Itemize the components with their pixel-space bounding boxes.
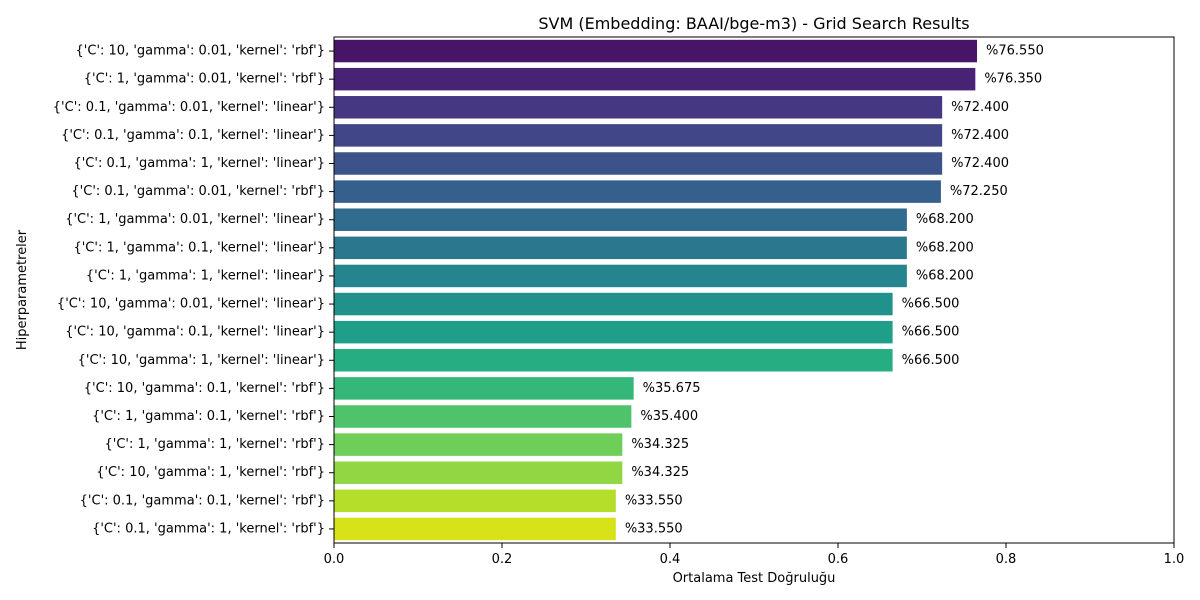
x-tick-label: 1.0 xyxy=(1164,552,1185,567)
bar xyxy=(334,39,978,63)
y-tick-label: {'C': 10, 'gamma': 0.01, 'kernel': 'line… xyxy=(57,297,325,312)
y-tick-label: {'C': 1, 'gamma': 0.1, 'kernel': 'rbf'} xyxy=(92,409,325,424)
y-tick-label: {'C': 0.1, 'gamma': 0.01, 'kernel': 'lin… xyxy=(53,100,325,115)
y-tick-label: {'C': 1, 'gamma': 1, 'kernel': 'rbf'} xyxy=(104,437,325,452)
data-label: %33.550 xyxy=(625,521,683,536)
x-tick-label: 0.2 xyxy=(492,552,513,567)
data-label: %76.350 xyxy=(984,72,1042,87)
data-label: %72.400 xyxy=(951,156,1009,171)
chart-title: SVM (Embedding: BAAI/bge-m3) - Grid Sear… xyxy=(538,14,969,33)
bar xyxy=(334,517,616,541)
bar xyxy=(334,433,623,456)
value-labels: %76.550 %76.350 %72.400 %72.400 %72.400 %72.2… xyxy=(625,44,1044,537)
y-tick-label: {'C': 1, 'gamma': 0.1, 'kernel': 'linear… xyxy=(73,240,325,255)
data-label: %68.200 xyxy=(916,240,974,255)
bar xyxy=(334,292,893,316)
data-label: %33.550 xyxy=(625,493,683,508)
bar xyxy=(334,489,616,513)
data-label: %72.250 xyxy=(950,184,1008,199)
y-axis-label: Hiperparametreler xyxy=(15,229,30,350)
data-label: %66.500 xyxy=(902,297,960,312)
data-label: %35.675 xyxy=(643,381,701,396)
bar xyxy=(334,377,634,400)
plot-frame xyxy=(333,36,1175,544)
bar xyxy=(334,152,943,175)
x-axis-label: Ortalama Test Doğruluğu xyxy=(673,571,836,586)
x-tick-label: 0.0 xyxy=(324,552,345,567)
y-tick-label: {'C': 10, 'gamma': 0.1, 'kernel': 'rbf'} xyxy=(84,381,325,396)
bar xyxy=(334,320,893,344)
bars-group xyxy=(334,39,978,541)
bar xyxy=(334,349,893,372)
y-tick-label: {'C': 1, 'gamma': 0.01, 'kernel': 'rbf'} xyxy=(84,72,325,87)
bar xyxy=(334,461,623,484)
data-label: %68.200 xyxy=(916,268,974,283)
y-tick-label: {'C': 10, 'gamma': 0.01, 'kernel': 'rbf'… xyxy=(76,44,325,59)
data-label: %34.325 xyxy=(631,437,689,452)
data-label: %66.500 xyxy=(902,325,960,340)
data-label: %35.400 xyxy=(640,409,698,424)
bar xyxy=(334,236,907,260)
y-tick-labels: {'C': 10, 'gamma': 0.01, 'kernel': 'rbf'… xyxy=(53,44,334,536)
x-ticks: 0.0 0.2 0.4 0.6 0.8 1.0 xyxy=(324,543,1185,567)
data-label: %72.400 xyxy=(951,100,1009,115)
y-tick-label: {'C': 10, 'gamma': 1, 'kernel': 'linear'… xyxy=(78,353,325,368)
bar xyxy=(334,180,941,203)
bar xyxy=(334,124,943,147)
data-label: %72.400 xyxy=(951,128,1009,143)
bar xyxy=(334,405,632,428)
data-label: %68.200 xyxy=(916,212,974,227)
y-tick-label: {'C': 10, 'gamma': 0.1, 'kernel': 'linea… xyxy=(65,325,325,340)
data-label: %34.325 xyxy=(631,465,689,480)
bar xyxy=(334,208,907,231)
bar xyxy=(334,264,907,288)
x-tick-label: 0.6 xyxy=(828,552,849,567)
bar xyxy=(334,96,943,119)
data-label: %76.550 xyxy=(986,44,1044,59)
y-tick-label: {'C': 10, 'gamma': 1, 'kernel': 'rbf'} xyxy=(96,465,325,480)
data-label: %66.500 xyxy=(902,353,960,368)
y-tick-label: {'C': 0.1, 'gamma': 0.1, 'kernel': 'rbf'… xyxy=(80,493,325,508)
y-tick-label: {'C': 1, 'gamma': 0.01, 'kernel': 'linea… xyxy=(65,212,325,227)
y-tick-label: {'C': 0.1, 'gamma': 1, 'kernel': 'linear… xyxy=(73,156,325,171)
x-tick-label: 0.4 xyxy=(660,552,681,567)
y-tick-label: {'C': 1, 'gamma': 1, 'kernel': 'linear'} xyxy=(86,268,325,283)
x-tick-label: 0.8 xyxy=(996,552,1017,567)
y-tick-label: {'C': 0.1, 'gamma': 0.01, 'kernel': 'rbf… xyxy=(71,184,325,199)
y-tick-label: {'C': 0.1, 'gamma': 1, 'kernel': 'rbf'} xyxy=(92,521,325,536)
bar xyxy=(334,67,976,91)
y-tick-label: {'C': 0.1, 'gamma': 0.1, 'kernel': 'line… xyxy=(61,128,325,143)
